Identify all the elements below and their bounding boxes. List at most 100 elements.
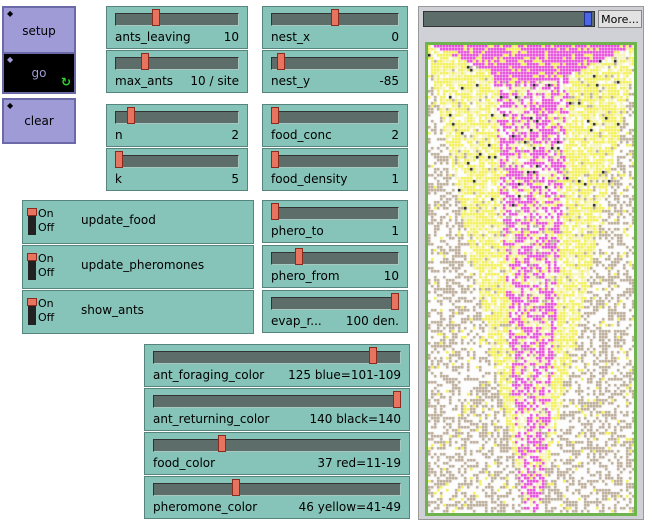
slider-track[interactable]	[271, 297, 399, 310]
slider-track[interactable]	[271, 111, 399, 124]
slider-track[interactable]	[271, 207, 399, 220]
slider-n[interactable]: n 2	[106, 104, 248, 147]
slider-track[interactable]	[271, 155, 399, 168]
switch-toggle[interactable]	[27, 298, 37, 325]
slider-track[interactable]	[153, 395, 401, 408]
pin-icon: ◆	[7, 101, 14, 110]
slider-thumb[interactable]	[369, 347, 377, 364]
slider-label: pheromone_color	[153, 500, 258, 514]
slider-label: ant_returning_color	[153, 412, 270, 426]
slider-track[interactable]	[115, 13, 239, 26]
simulation-canvas[interactable]	[428, 45, 634, 513]
more-button-label: More...	[601, 12, 639, 26]
slider-thumb[interactable]	[393, 391, 401, 408]
slider-ant-foraging-color[interactable]: ant_foraging_color 125 blue=101-109	[144, 344, 410, 387]
slider-label: nest_y	[271, 74, 311, 88]
slider-track[interactable]	[115, 57, 239, 70]
switch-toggle[interactable]	[27, 208, 37, 235]
switch-on-label: On	[38, 252, 54, 265]
clear-button[interactable]: ◆ clear	[2, 98, 76, 144]
slider-thumb[interactable]	[331, 9, 339, 26]
clear-button-label: clear	[24, 114, 54, 128]
more-button[interactable]: More...	[598, 10, 642, 28]
slider-label: food_density	[271, 172, 348, 186]
slider-track[interactable]	[153, 439, 401, 452]
slider-label: max_ants	[115, 74, 174, 88]
slider-max-ants[interactable]: max_ants 10 / site	[106, 50, 248, 93]
world-view[interactable]	[425, 42, 637, 516]
slider-value: 2	[391, 128, 399, 142]
slider-ants-leaving[interactable]: ants_leaving 10	[106, 6, 248, 49]
slider-thumb[interactable]	[140, 53, 149, 70]
slider-value: 1	[391, 224, 399, 238]
slider-thumb[interactable]	[217, 435, 226, 452]
slider-thumb[interactable]	[271, 107, 279, 124]
pin-icon: ◆	[7, 9, 14, 18]
slider-food-conc[interactable]: food_conc 2	[262, 104, 408, 147]
slider-thumb[interactable]	[152, 9, 161, 26]
slider-value: 5	[231, 172, 239, 186]
go-button-label: go	[31, 66, 47, 80]
slider-thumb[interactable]	[115, 151, 123, 168]
slider-value: 10 / site	[190, 74, 239, 88]
switch-update-food[interactable]: On Off update_food	[22, 200, 254, 244]
slider-thumb[interactable]	[126, 107, 135, 124]
slider-value: 1	[391, 172, 399, 186]
setup-button-label: setup	[22, 24, 56, 38]
slider-track[interactable]	[115, 111, 239, 124]
slider-phero-to[interactable]: phero_to 1	[262, 200, 408, 243]
slider-nest-x[interactable]: nest_x 0	[262, 6, 408, 49]
slider-label: phero_from	[271, 269, 340, 283]
go-button[interactable]: ◆ go ↻	[2, 52, 76, 94]
pin-icon: ◆	[7, 55, 14, 64]
slider-pheromone-color[interactable]: pheromone_color 46 yellow=41-49	[144, 476, 410, 519]
setup-button[interactable]: ◆ setup	[2, 6, 76, 56]
slider-value: 46 yellow=41-49	[298, 500, 401, 514]
slider-value: 140 black=140	[309, 412, 401, 426]
slider-track[interactable]	[115, 155, 239, 168]
slider-value: 37 red=11-19	[317, 456, 401, 470]
slider-value: 125 blue=101-109	[288, 368, 401, 382]
switch-off-label: Off	[38, 221, 55, 234]
slider-value: 10	[223, 30, 239, 44]
slider-track[interactable]	[271, 252, 399, 265]
switch-off-label: Off	[38, 311, 55, 324]
slider-label: ants_leaving	[115, 30, 191, 44]
slider-label: n	[115, 128, 123, 142]
slider-value: 0	[391, 30, 399, 44]
slider-thumb[interactable]	[295, 248, 303, 265]
switch-label: show_ants	[81, 303, 144, 317]
slider-track[interactable]	[153, 483, 401, 496]
slider-track[interactable]	[271, 57, 399, 70]
slider-thumb[interactable]	[271, 151, 279, 168]
switch-label: update_food	[81, 213, 156, 227]
slider-thumb[interactable]	[271, 203, 279, 220]
switch-show-ants[interactable]: On Off show_ants	[22, 290, 254, 334]
slider-value: 100 den.	[345, 314, 399, 328]
slider-k[interactable]: k 5	[106, 148, 248, 191]
slider-phero-from[interactable]: phero_from 10	[262, 245, 408, 288]
slider-value: 10	[383, 269, 399, 283]
switch-off-label: Off	[38, 266, 55, 279]
slider-nest-y[interactable]: nest_y -85	[262, 50, 408, 93]
switch-toggle[interactable]	[27, 253, 37, 280]
slider-label: evap_r...	[271, 314, 322, 328]
speed-slider[interactable]	[423, 11, 595, 27]
switch-on-label: On	[38, 297, 54, 310]
switch-update-pheromones[interactable]: On Off update_pheromones	[22, 245, 254, 289]
slider-thumb[interactable]	[232, 479, 241, 496]
slider-food-density[interactable]: food_density 1	[262, 148, 408, 191]
slider-label: phero_to	[271, 224, 324, 238]
slider-label: k	[115, 172, 122, 186]
slider-track[interactable]	[153, 351, 401, 364]
view-panel: More...	[418, 6, 644, 520]
speed-slider-thumb[interactable]	[584, 12, 592, 26]
slider-thumb[interactable]	[277, 53, 285, 70]
slider-evap-r[interactable]: evap_r... 100 den.	[262, 290, 408, 333]
slider-value: 2	[231, 128, 239, 142]
slider-ant-returning-color[interactable]: ant_returning_color 140 black=140	[144, 388, 410, 431]
slider-thumb[interactable]	[391, 293, 399, 310]
slider-food-color[interactable]: food_color 37 red=11-19	[144, 432, 410, 475]
forever-icon: ↻	[60, 75, 71, 89]
slider-label: food_color	[153, 456, 216, 470]
